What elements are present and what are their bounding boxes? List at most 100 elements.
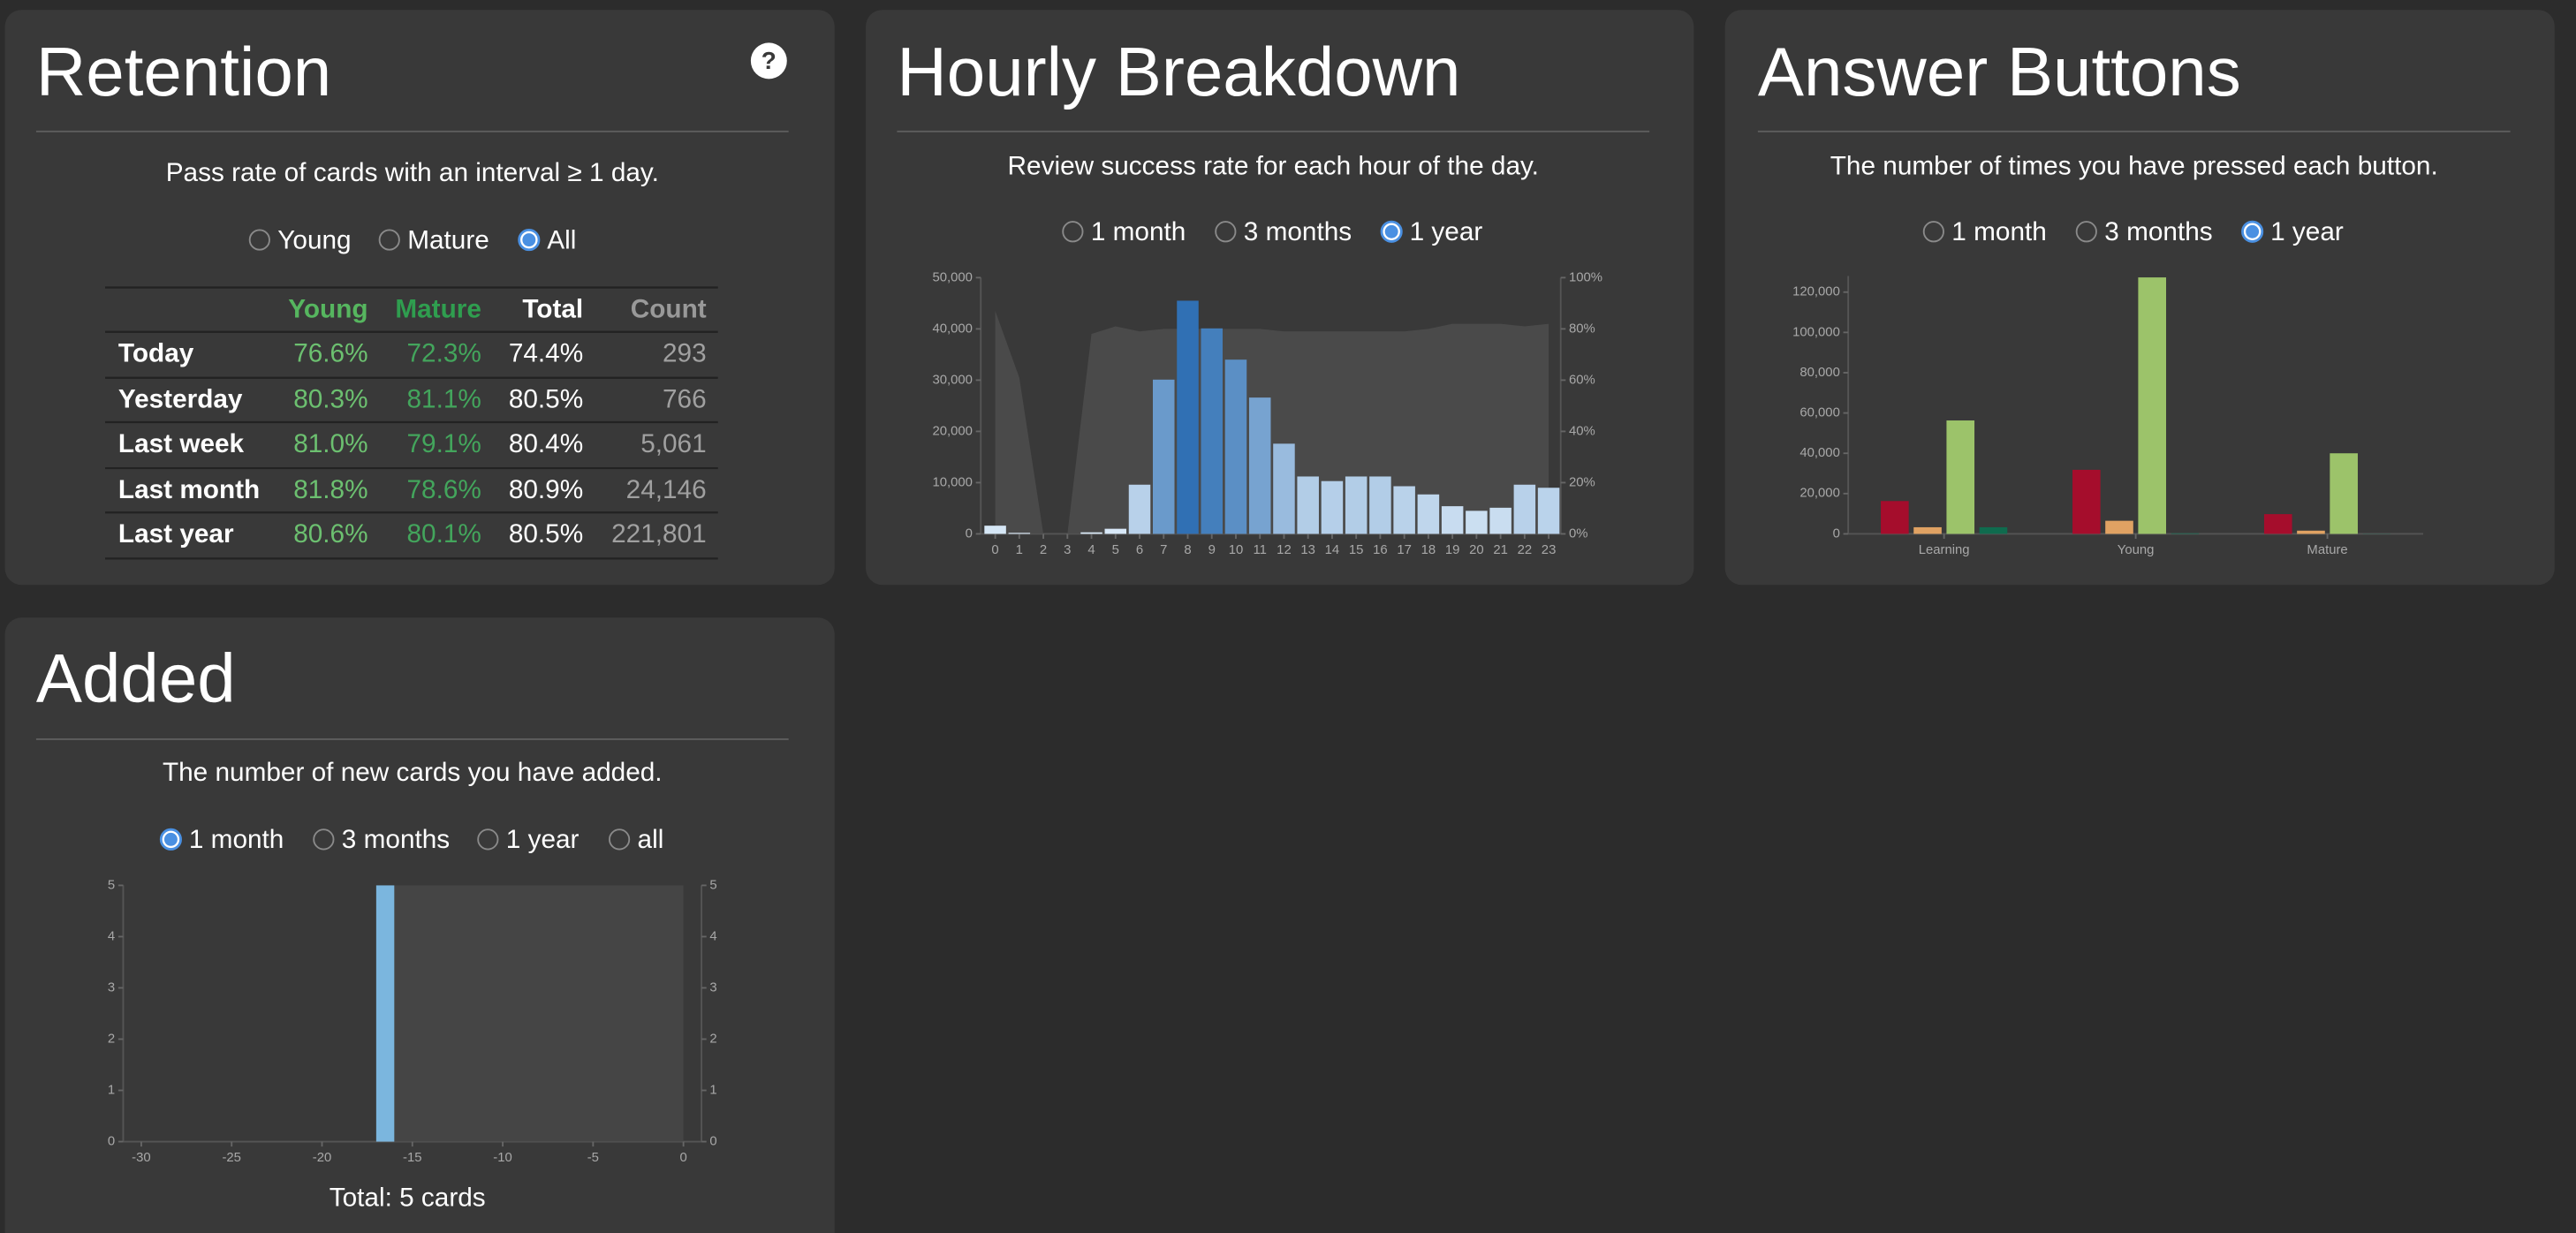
- radio-button[interactable]: [378, 229, 400, 251]
- radio-label[interactable]: 1 month: [1091, 217, 1186, 246]
- card-subtitle: Review success rate for each hour of the…: [1008, 152, 1539, 181]
- bar: [2105, 520, 2133, 534]
- y-tick-label: 0: [108, 1134, 115, 1148]
- y-tick-label: 80,000: [1799, 366, 1839, 380]
- y2-tick-label: 3: [709, 980, 716, 995]
- y2-tick-label: 0%: [1569, 526, 1587, 541]
- radio-label[interactable]: 3 months: [342, 825, 450, 854]
- x-tick-label: 10: [1229, 543, 1244, 557]
- x-tick-label: 20: [1469, 543, 1484, 557]
- radio-label[interactable]: Young: [277, 225, 351, 254]
- radio-dot[interactable]: [2246, 224, 2260, 238]
- bar: [1417, 494, 1440, 534]
- bar: [1177, 300, 1199, 534]
- radio-button[interactable]: [1215, 221, 1237, 243]
- bar: [2263, 514, 2292, 534]
- bar: [2297, 530, 2325, 534]
- radio-dot[interactable]: [163, 832, 178, 846]
- radio-dot[interactable]: [1384, 224, 1398, 238]
- radio-button[interactable]: [1922, 221, 1944, 243]
- y-tick-label: 3: [108, 980, 115, 995]
- radio-label[interactable]: Mature: [407, 225, 489, 254]
- column-header: Young: [288, 294, 367, 323]
- x-tick-label: 23: [1542, 543, 1557, 557]
- table-cell: 80.4%: [509, 429, 583, 458]
- bar: [1913, 526, 1942, 534]
- y2-tick-label: 20%: [1569, 475, 1595, 489]
- x-tick-label: 19: [1445, 543, 1460, 557]
- table-cell: 766: [663, 385, 707, 414]
- radio-label[interactable]: 3 months: [1244, 217, 1352, 246]
- table-cell: 81.1%: [407, 385, 481, 414]
- row-label: Last year: [118, 519, 234, 548]
- x-tick-label: 17: [1397, 543, 1412, 557]
- bar: [1273, 443, 1295, 534]
- help-button[interactable]: [750, 42, 787, 79]
- rate-area: [375, 885, 684, 1142]
- bar: [1489, 507, 1512, 534]
- x-tick-label: 6: [1136, 543, 1143, 557]
- x-tick-label: 9: [1208, 543, 1216, 557]
- bar: [1393, 486, 1415, 534]
- table-cell: 80.5%: [509, 385, 583, 414]
- radio-label[interactable]: 1 year: [506, 825, 580, 854]
- y2-tick-label: 2: [709, 1032, 716, 1046]
- radio-dot[interactable]: [522, 233, 536, 247]
- x-tick-label: 11: [1253, 543, 1266, 557]
- x-tick-label: -20: [313, 1151, 331, 1165]
- table-cell: 78.6%: [407, 475, 481, 504]
- bar: [1441, 506, 1464, 534]
- x-tick-label: 0: [679, 1151, 686, 1165]
- help-icon[interactable]: ?: [761, 47, 777, 74]
- radio-button[interactable]: [2075, 221, 2097, 243]
- radio-button[interactable]: [313, 828, 335, 851]
- radio-button[interactable]: [1062, 221, 1084, 243]
- table-cell: 24,146: [626, 475, 707, 504]
- bar: [1321, 480, 1344, 534]
- radio-label[interactable]: all: [638, 825, 664, 854]
- radio-label[interactable]: 1 month: [1951, 217, 2046, 246]
- radio-button[interactable]: [477, 828, 499, 851]
- y2-tick-label: 80%: [1569, 321, 1595, 336]
- table-cell: 80.9%: [509, 475, 583, 504]
- x-tick-label: -10: [493, 1151, 511, 1165]
- row-label: Today: [118, 339, 194, 368]
- bar: [1104, 528, 1127, 534]
- table-cell: 80.3%: [293, 385, 367, 414]
- column-header: Mature: [395, 294, 481, 323]
- y-tick-label: 50,000: [932, 270, 972, 284]
- x-tick-label: Learning: [1919, 543, 1970, 557]
- radio-label[interactable]: 1 year: [1410, 217, 1483, 246]
- bar: [1080, 532, 1102, 534]
- radio-label[interactable]: 1 year: [2270, 217, 2344, 246]
- card-subtitle: The number of new cards you have added.: [163, 758, 663, 787]
- y-tick-label: 30,000: [932, 373, 972, 387]
- y-tick-label: 20,000: [932, 424, 972, 438]
- bar: [1513, 484, 1536, 534]
- y-tick-label: 60,000: [1799, 406, 1839, 420]
- radio-label[interactable]: All: [547, 225, 576, 254]
- table-cell: 81.8%: [293, 475, 367, 504]
- card-subtitle: Pass rate of cards with an interval ≥ 1 …: [166, 158, 659, 187]
- radio-button[interactable]: [609, 828, 631, 851]
- radio-button[interactable]: [248, 229, 270, 251]
- card-title: Added: [36, 639, 236, 716]
- table-cell: 80.6%: [293, 519, 367, 548]
- table-cell: 80.1%: [407, 519, 481, 548]
- bar: [1297, 476, 1319, 534]
- bar: [2330, 453, 2358, 534]
- y-tick-label: 2: [108, 1032, 115, 1046]
- radio-label[interactable]: 1 month: [189, 825, 284, 854]
- bar: [2171, 533, 2200, 534]
- x-tick-label: 3: [1064, 543, 1071, 557]
- radio-label[interactable]: 3 months: [2104, 217, 2212, 246]
- x-tick-label: -25: [222, 1151, 240, 1165]
- x-tick-label: 12: [1277, 543, 1292, 557]
- bar: [2138, 277, 2167, 534]
- column-header: Count: [631, 294, 707, 323]
- bar: [2072, 469, 2101, 534]
- y2-tick-label: 4: [709, 929, 716, 943]
